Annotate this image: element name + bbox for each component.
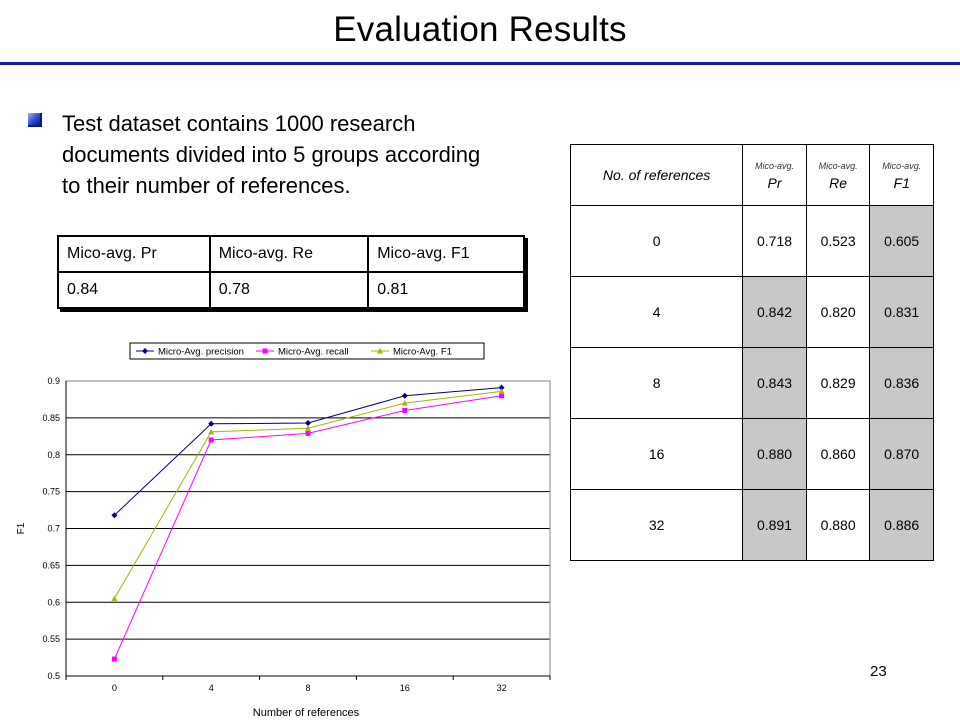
legend-label: Micro-Avg. precision: [158, 347, 244, 358]
table-cell: 0.523: [805, 205, 871, 277]
data-point: [208, 428, 215, 435]
x-axis-label: Number of references: [253, 707, 360, 719]
results-header-refs-label: No. of references: [602, 167, 711, 183]
y-tick-label: 0.7: [47, 524, 60, 534]
y-tick-label: 0.5: [47, 671, 60, 681]
legend-marker: [262, 348, 268, 354]
y-tick-label: 0.85: [42, 413, 60, 423]
results-table: No. of references Mico-avg. Pr Mico-avg. R…: [569, 144, 934, 561]
results-header-big: F1: [893, 175, 910, 191]
results-header-refs: No. of references: [569, 144, 744, 206]
data-point: [111, 512, 118, 519]
summary-value-re: 0.78: [218, 281, 250, 298]
legend-marker: [142, 348, 148, 354]
summary-header-cell: Mico-avg. Pr: [57, 235, 211, 273]
data-point: [401, 400, 408, 406]
data-point: [305, 425, 311, 431]
data-point: [498, 388, 505, 394]
summary-header-pr: Mico-avg. Pr: [67, 245, 157, 262]
table-cell: 0.843: [742, 347, 807, 419]
summary-header-row: Mico-avg. Pr Mico-avg. Re Mico-avg. F1: [57, 235, 525, 273]
summary-value-cell: 0.78: [208, 271, 370, 309]
table-cell: 32: [569, 489, 744, 561]
y-tick-label: 0.6: [47, 597, 60, 607]
data-point: [401, 392, 408, 399]
data-point: [208, 437, 214, 443]
table-cell: 0.880: [742, 418, 807, 490]
table-cell: 0: [569, 205, 744, 277]
table-row: 8 0.843 0.829 0.836: [569, 347, 934, 419]
table-row: 4 0.842 0.820 0.831: [569, 276, 934, 348]
table-cell: 0.886: [869, 489, 934, 561]
summary-header-f1: Mico-avg. F1: [377, 245, 470, 262]
x-tick-label: 0: [112, 683, 117, 693]
table-cell: 0.718: [742, 205, 807, 277]
y-tick-label: 0.55: [42, 634, 60, 644]
summary-header-cell: Mico-avg. Re: [208, 235, 370, 273]
data-point: [499, 393, 505, 399]
results-header-f1: Mico-avg. F1: [869, 144, 934, 206]
table-cell: 0.831: [869, 276, 934, 348]
data-point: [111, 656, 117, 662]
y-tick-label: 0.65: [42, 560, 60, 570]
table-cell: 16: [569, 418, 744, 490]
x-tick-label: 8: [305, 683, 310, 693]
table-cell: 0.829: [805, 347, 871, 419]
y-tick-label: 0.8: [47, 450, 60, 460]
table-row: 0 0.718 0.523 0.605: [569, 205, 934, 277]
y-axis-label: F1: [16, 522, 27, 534]
results-header-small: Mico-avg.: [818, 161, 858, 171]
data-point: [305, 420, 311, 427]
legend-box: [129, 342, 485, 360]
x-tick-label: 4: [209, 683, 214, 693]
data-point: [305, 430, 311, 436]
results-header-big: Pr: [767, 175, 782, 191]
y-tick-label: 0.75: [42, 487, 60, 497]
table-cell: 0.836: [869, 347, 934, 419]
summary-table: Mico-avg. Pr Mico-avg. Re Mico-avg. F1 0…: [57, 235, 525, 309]
data-point: [498, 384, 505, 391]
summary-header-re: Mico-avg. Re: [218, 245, 313, 262]
legend-marker: [377, 348, 383, 354]
data-point: [111, 595, 118, 602]
summary-value-cell: 0.81: [367, 271, 525, 309]
bullet-square-icon: [28, 113, 42, 127]
summary-value-f1: 0.81: [377, 281, 409, 298]
table-row: 32 0.891 0.880 0.886: [569, 489, 934, 561]
results-header-row: No. of references Mico-avg. Pr Mico-avg. R…: [569, 144, 934, 206]
x-tick-label: 16: [400, 683, 410, 693]
legend-label: Micro-Avg. F1: [393, 347, 452, 358]
table-cell: 0.820: [805, 276, 871, 348]
page-number: 23: [870, 663, 887, 680]
summary-value-pr: 0.84: [67, 281, 99, 298]
results-header-pr: Mico-avg. Pr: [742, 144, 807, 206]
data-point: [402, 408, 408, 413]
table-cell: 0.860: [805, 418, 871, 490]
table-cell: 4: [569, 276, 744, 348]
table-cell: 0.870: [869, 418, 934, 490]
table-cell: 8: [569, 347, 744, 419]
results-header-re: Mico-avg. Re: [805, 144, 871, 206]
table-cell: 0.891: [742, 489, 807, 561]
summary-value-row: 0.84 0.78 0.81: [57, 271, 525, 309]
title-bar: Evaluation Results: [0, 0, 960, 62]
results-header-big: Re: [829, 175, 848, 191]
x-tick-label: 32: [497, 683, 507, 693]
table-row: 16 0.880 0.860 0.870: [569, 418, 934, 490]
line-chart: 0.5 0.55 0.6 0.65 0.7 0.75 0.8 0.85 0.9 0 4 8 16 32 Nu…: [16, 342, 551, 719]
table-cell: 0.605: [869, 205, 934, 277]
summary-header-cell: Mico-avg. F1: [367, 235, 525, 273]
results-header-small: Mico-avg.: [882, 161, 922, 171]
summary-value-cell: 0.84: [57, 271, 211, 309]
title-divider: [0, 62, 960, 65]
table-cell: 0.842: [742, 276, 807, 348]
results-header-small: Mico-avg.: [755, 161, 795, 171]
bullet-text: Test dataset contains 1000 research docu…: [62, 111, 481, 198]
table-cell: 0.880: [805, 489, 871, 561]
slide-title: Evaluation Results: [333, 10, 627, 49]
data-point: [208, 420, 215, 427]
y-tick-label: 0.9: [47, 376, 60, 386]
series-line: [114, 387, 502, 516]
legend-label: Micro-Avg. recall: [278, 347, 349, 358]
